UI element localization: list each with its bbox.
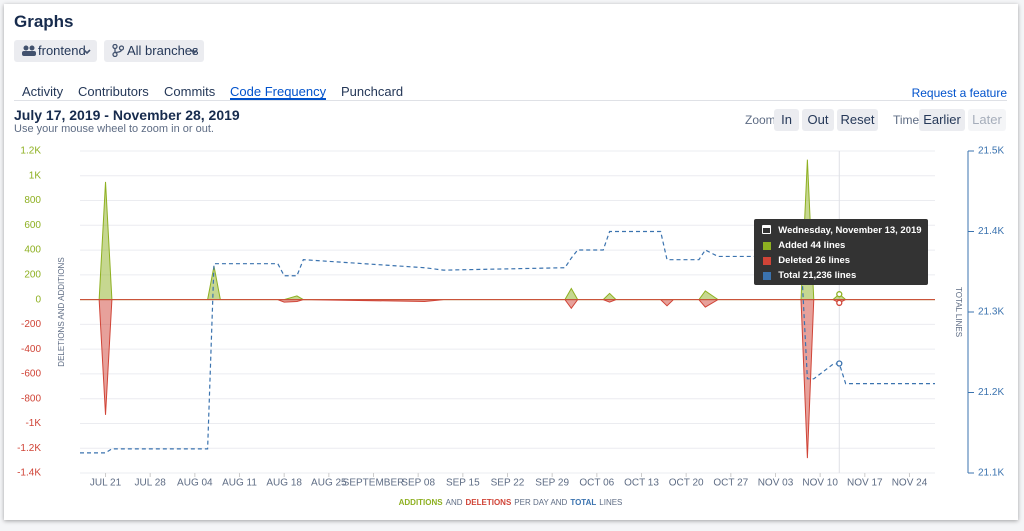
- later-button: Later: [968, 109, 1006, 131]
- x-tick-label: OCT 20: [669, 478, 704, 489]
- legend-text: LINES: [599, 498, 623, 507]
- time-label: Time: [893, 113, 920, 127]
- tooltip-line: Total 21,236 lines: [778, 270, 857, 281]
- x-tick-label: AUG 11: [222, 478, 257, 489]
- tooltip-swatch: [763, 257, 772, 265]
- tab[interactable]: Punchcard: [341, 84, 404, 99]
- request-link[interactable]: Request a feature: [911, 86, 1007, 100]
- y-tick-label: -1K: [25, 418, 41, 429]
- x-tick-label: JUL 28: [135, 478, 167, 489]
- tooltip-line: Added 44 lines: [778, 240, 846, 251]
- tooltip: Wednesday, November 13, 2019 Added 44 lin…: [754, 219, 929, 285]
- y-tick-label: -1.2K: [17, 443, 41, 454]
- y2-tick-label: 21.5K: [978, 146, 1004, 157]
- tab[interactable]: Contributors: [78, 84, 149, 99]
- y-tick-label: -800: [21, 393, 41, 404]
- legend-text: PER DAY AND: [514, 498, 568, 507]
- y-tick-label: 800: [24, 195, 41, 206]
- tab[interactable]: Commits: [164, 84, 216, 99]
- y-tick-label: 1K: [29, 170, 42, 181]
- people-icon: [22, 45, 36, 56]
- area: [80, 299, 935, 459]
- tab-divider: [14, 100, 1007, 101]
- tooltip-calendar-icon: [762, 225, 772, 234]
- zoom-out[interactable]: Out: [802, 109, 834, 131]
- x-tick-label: NOV 03: [758, 478, 794, 489]
- zoom-label: Zoom: [745, 113, 776, 127]
- x-tick-label: SEP 08: [401, 478, 435, 489]
- x-tick-label: AUG 18: [266, 478, 302, 489]
- total-line: [80, 230, 935, 454]
- chevron: [83, 49, 91, 55]
- repo-dropdown[interactable]: frontend: [14, 40, 97, 62]
- y2-tick-label: 21.1K: [978, 468, 1004, 479]
- branch-label: All branches: [127, 43, 199, 58]
- tab[interactable]: Code Frequency: [230, 84, 327, 99]
- legend-entry: DELETIONS: [465, 498, 512, 507]
- tooltip-swatch: [763, 272, 772, 280]
- x-tick-label: OCT 13: [624, 478, 659, 489]
- x-tick-label: AUG 04: [177, 478, 213, 489]
- page-title: Graphs: [14, 12, 74, 31]
- y-tick-label: 1.2K: [20, 146, 41, 157]
- legend: ADDITIONS AND DELETIONS PER DAY AND TOTAL LIN…: [0, 498, 1024, 507]
- zoom-reset[interactable]: Reset: [837, 109, 878, 131]
- x-tick-label: SEP 22: [491, 478, 525, 489]
- range-hint: Use your mouse wheel to zoom in or out.: [14, 123, 214, 135]
- active-tab-underline: [230, 98, 326, 100]
- y-tick-label: -200: [21, 319, 41, 330]
- x-tick-label: NOV 24: [892, 478, 928, 489]
- zoom-in[interactable]: In: [774, 109, 799, 131]
- tooltip-date: Wednesday, November 13, 2019: [778, 225, 922, 236]
- legend-entry: TOTAL: [570, 498, 597, 507]
- legend-entry: ADDITIONS: [398, 498, 443, 507]
- x-tick-label: AUG 25: [311, 478, 347, 489]
- hover-marker: [836, 360, 843, 367]
- hover-marker: [836, 291, 843, 298]
- branch-icon: [112, 44, 124, 57]
- x-tick-label: SEPTEMBER: [343, 478, 405, 489]
- tooltip-line: Deleted 26 lines: [778, 255, 851, 266]
- x-tick-label: SEP 15: [446, 478, 480, 489]
- chevron: [190, 49, 198, 55]
- y-tick-label: -600: [21, 369, 41, 380]
- x-tick-label: NOV 17: [847, 478, 883, 489]
- y2-axis-title: TOTAL LINES: [954, 287, 963, 337]
- x-tick-label: OCT 27: [713, 478, 748, 489]
- y-tick-label: 400: [24, 245, 41, 256]
- y-tick-label: 600: [24, 220, 41, 231]
- range-title: July 17, 2019 - November 28, 2019: [14, 107, 240, 123]
- branch-dropdown[interactable]: All branches: [104, 40, 204, 62]
- repo-label: frontend: [38, 43, 86, 58]
- tooltip-swatch: [763, 242, 772, 250]
- legend-text: AND: [445, 498, 463, 507]
- y-tick-label: -1.4K: [17, 468, 41, 479]
- x-tick-label: SEP 29: [535, 478, 569, 489]
- hover-marker: [836, 299, 843, 306]
- y-tick-label: -400: [21, 344, 41, 355]
- x-tick-label: JUL 21: [90, 478, 122, 489]
- y-tick-label: 200: [24, 269, 41, 280]
- tab[interactable]: Activity: [22, 84, 64, 99]
- y-tick-label: 0: [35, 294, 41, 305]
- y2-tick-label: 21.3K: [978, 307, 1004, 318]
- y-axis-title: DELETIONS AND ADDITIONS: [57, 257, 66, 366]
- y2-tick-label: 21.4K: [978, 226, 1004, 237]
- earlier-button[interactable]: Earlier: [919, 109, 965, 131]
- x-tick-label: NOV 10: [802, 478, 838, 489]
- x-tick-label: OCT 06: [579, 478, 614, 489]
- y2-tick-label: 21.2K: [978, 387, 1004, 398]
